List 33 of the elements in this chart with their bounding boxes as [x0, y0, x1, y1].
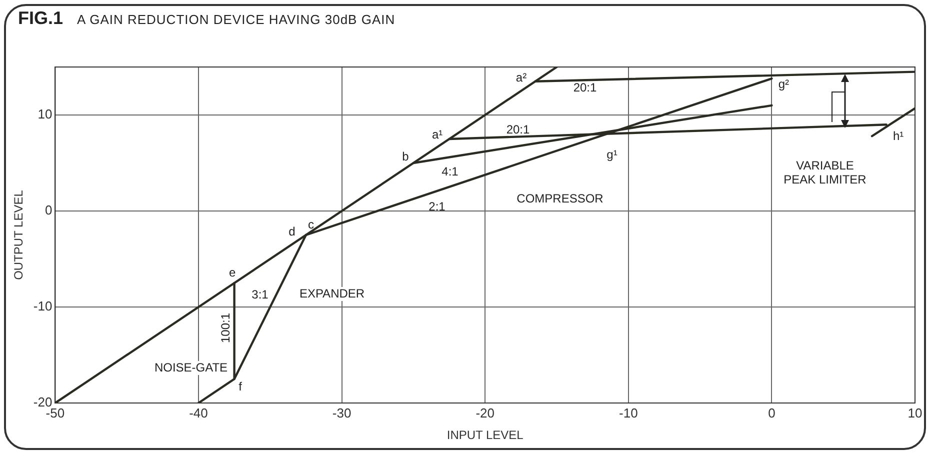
annotation: b — [402, 149, 410, 164]
annotation: d — [288, 224, 296, 238]
annotation: a¹ — [432, 127, 443, 142]
annotation: EXPANDER — [299, 286, 365, 300]
annotation: 20:1 — [506, 122, 530, 136]
x-tick-label: -40 — [189, 405, 208, 420]
x-tick-label: -10 — [619, 405, 638, 420]
annotation: g¹ — [606, 147, 618, 162]
chart-title: FIG.1 — [18, 8, 64, 28]
annotation: 100:1 — [218, 312, 232, 344]
annotation: e — [228, 265, 236, 280]
y-axis-title: OUTPUT LEVEL — [12, 190, 26, 280]
annotation: 3:1 — [252, 287, 269, 302]
x-tick-label: -30 — [332, 405, 352, 420]
annotation: c — [308, 217, 314, 232]
annotation: g² — [778, 76, 790, 91]
y-tick-label: 10 — [38, 106, 52, 122]
y-tick-label: 0 — [44, 202, 52, 218]
annotation: 2:1 — [428, 199, 446, 214]
x-tick-label: 0 — [768, 405, 776, 420]
annotation: a² — [516, 70, 527, 85]
annotation: 4:1 — [442, 164, 459, 178]
x-axis-title: INPUT LEVEL — [446, 428, 524, 442]
chart-subtitle: A GAIN REDUCTION DEVICE HAVING 30dB GAIN — [77, 12, 396, 27]
annotation: h¹ — [893, 128, 904, 143]
x-tick-label: -20 — [476, 405, 494, 420]
annotation: COMPRESSOR — [516, 191, 604, 206]
annotation: 20:1 — [573, 80, 597, 94]
annotation: VARIABLE PEAK LIMITER — [784, 158, 867, 186]
annotation: NOISE-GATE — [154, 360, 228, 374]
annotation: f — [238, 379, 243, 394]
x-tick-label: 10 — [908, 405, 922, 420]
y-tick-label: -10 — [33, 298, 52, 314]
